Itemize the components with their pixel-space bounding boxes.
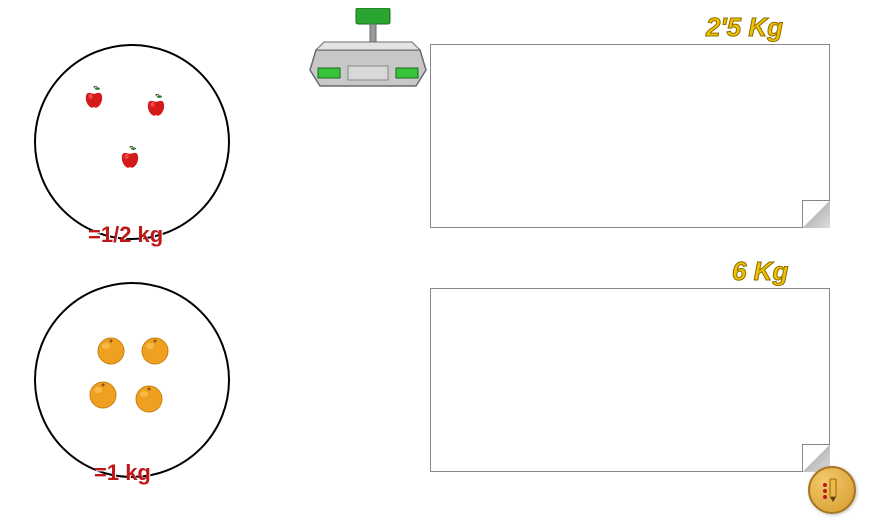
apple-icon[interactable] xyxy=(82,86,106,110)
orange-icon[interactable] xyxy=(140,336,170,366)
page-fold-icon xyxy=(802,200,830,228)
orange-weight-label: =1 kg xyxy=(94,460,151,486)
pencil-icon xyxy=(817,475,847,505)
scale-icon xyxy=(308,8,428,98)
orange-circle[interactable] xyxy=(34,282,230,478)
pencil-badge[interactable] xyxy=(808,466,856,514)
apple-icon[interactable] xyxy=(118,146,142,170)
apple-icon[interactable] xyxy=(144,94,168,118)
target-2-label: 6 Kg xyxy=(732,256,788,287)
target-1-label: 2'5 Kg xyxy=(706,12,783,43)
answer-note-2[interactable] xyxy=(430,288,830,472)
answer-note-1[interactable] xyxy=(430,44,830,228)
orange-icon[interactable] xyxy=(88,380,118,410)
apple-weight-label: =1/2 kg xyxy=(88,222,163,248)
orange-icon[interactable] xyxy=(134,384,164,414)
apple-circle[interactable] xyxy=(34,44,230,240)
orange-icon[interactable] xyxy=(96,336,126,366)
